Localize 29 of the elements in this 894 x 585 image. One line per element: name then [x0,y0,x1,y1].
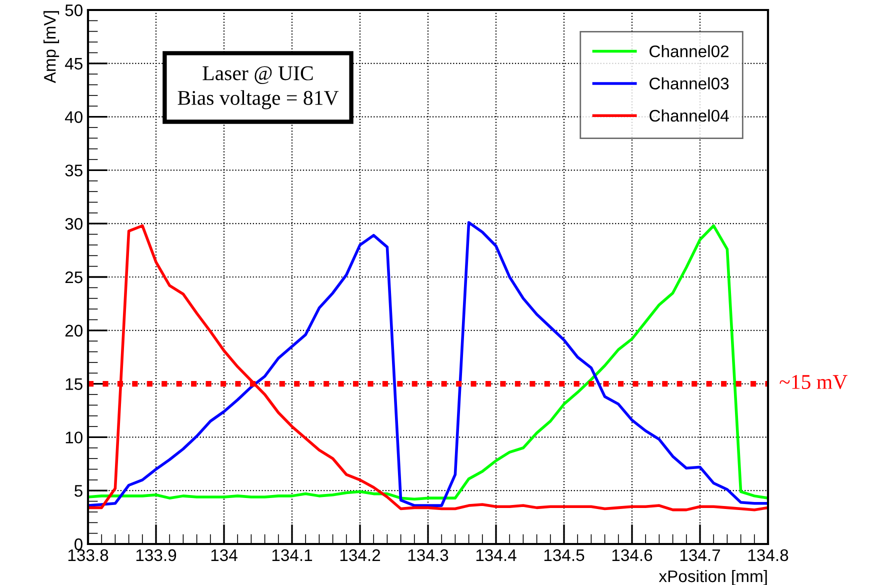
y-axis-title: Amp [mV] [44,11,60,84]
x-tick-label: 134.6 [612,549,652,562]
x-tick-label: 134.8 [748,549,788,562]
y-tick-label: 35 [65,164,82,176]
x-tick-label: 134 [211,549,238,562]
legend-label: Channel02 [650,45,729,58]
annotation: Laser @ UIC Bias voltage = 81V [178,66,339,110]
x-tick-label: 134.2 [340,549,380,562]
y-tick-label: 5 [74,485,82,497]
y-tick-label: 0 [74,538,82,550]
x-tick-label: 134.5 [544,549,584,562]
y-tick-label: 30 [65,218,82,230]
y-tick-label: 25 [65,271,82,284]
y-tick-label: 50 [65,4,82,16]
y-tick-label: 40 [64,111,82,124]
x-tick-label: 134.7 [680,549,720,562]
y-tick-label: 10 [66,432,82,444]
x-axis-title: xPosition [mm] [658,570,767,585]
legend-label: Channel03 [650,77,729,90]
ref-line-label: ~15 mV [780,375,848,390]
y-tick-label: 45 [64,58,82,70]
legend-label: Channel04 [650,109,729,122]
x-tick-label: 133.9 [136,549,176,562]
x-tick-label: 133.8 [68,549,108,562]
y-tick-label: 20 [65,324,82,337]
x-tick-label: 134.3 [408,549,448,562]
y-tick-label: 15 [66,378,82,390]
x-tick-label: 134.1 [272,549,312,562]
x-tick-label: 134.4 [476,549,516,562]
